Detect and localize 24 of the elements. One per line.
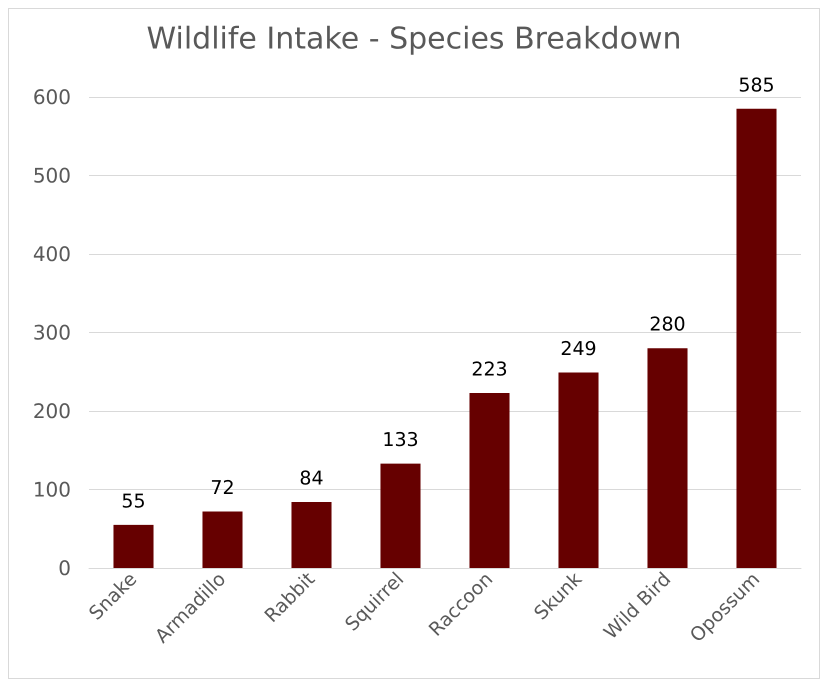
data-label: 585: [738, 74, 775, 96]
bar: [736, 108, 777, 568]
chart-title: Wildlife Intake - Species Breakdown: [146, 22, 682, 56]
y-tick-label: 100: [32, 478, 71, 502]
bar: [380, 464, 421, 568]
data-label: 280: [649, 314, 686, 336]
y-tick-label: 300: [32, 320, 71, 344]
data-label: 72: [210, 476, 235, 499]
y-tick-label: 400: [32, 242, 71, 266]
bar: [113, 524, 154, 568]
y-tick-label: 500: [32, 164, 71, 188]
data-label: 133: [382, 429, 419, 452]
data-label: 55: [121, 490, 146, 512]
bar: [291, 502, 332, 568]
y-tick-label: 200: [32, 399, 71, 423]
bar: [469, 392, 510, 568]
data-label: 249: [560, 338, 597, 360]
y-tick-label: 600: [32, 85, 71, 109]
bar: [202, 511, 243, 568]
bar: [558, 372, 599, 568]
y-tick-label: 0: [58, 556, 71, 580]
data-label: 223: [471, 358, 508, 380]
bar: [647, 348, 688, 568]
data-label: 84: [299, 468, 324, 490]
